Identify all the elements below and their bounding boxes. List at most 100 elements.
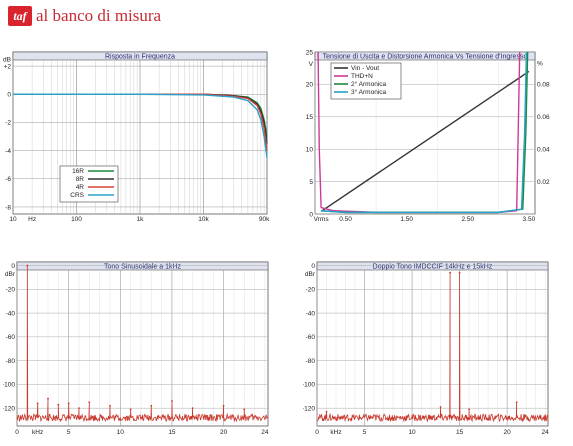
y-tick-label: -100 xyxy=(3,382,15,389)
y-tick-label: -2 xyxy=(5,120,11,127)
legend-label: 16R xyxy=(72,168,84,175)
y-tick-label: -8 xyxy=(5,204,11,211)
spectrum-peak-point xyxy=(36,402,39,405)
spectrum-series-line xyxy=(316,272,549,423)
legend-label: 3° Armonica xyxy=(351,88,387,96)
spectrum-peak-point xyxy=(26,264,29,267)
y-tick-label: -4 xyxy=(5,148,11,155)
spectrum-peak-point xyxy=(109,404,111,407)
series-line-vin-vout xyxy=(320,70,530,212)
series-line-crs xyxy=(13,93,268,158)
x-tick-label: 1k xyxy=(137,216,145,223)
y2-tick-label: 0.06 xyxy=(537,114,550,121)
section-title: al banco di misura xyxy=(36,6,162,25)
legend-box xyxy=(330,62,402,100)
spectrum-peak-point xyxy=(222,404,225,407)
x-tick-label: 0 xyxy=(315,429,319,436)
spectrum-peak-point xyxy=(47,397,49,400)
legend-label: CRS xyxy=(70,192,84,199)
plot-area xyxy=(316,261,549,427)
spectrum-series-line xyxy=(16,265,269,423)
x-tick-label: 15 xyxy=(168,429,176,436)
legend-label: 2° Armonica xyxy=(351,80,387,88)
series-line-3-armonica xyxy=(321,51,528,214)
chart-title: Tono Sinusoidale a 1kHz xyxy=(104,263,182,270)
legend-label: THD+N xyxy=(351,73,373,80)
y-tick-label: dBr xyxy=(5,271,16,278)
title-bar xyxy=(316,261,549,271)
spectrum-peak-point xyxy=(171,400,173,402)
x-tick-label: 15 xyxy=(456,429,464,436)
x-tick-label: 10 xyxy=(9,216,17,223)
spectrum-peak-point xyxy=(515,401,518,404)
y-tick-label: dBr xyxy=(305,271,316,278)
x-tick-label: 20 xyxy=(220,429,228,436)
legend-box xyxy=(59,165,119,203)
y-tick-label: -20 xyxy=(6,287,16,294)
y-tick-label: 5 xyxy=(309,179,313,186)
title-bar xyxy=(16,261,269,271)
legend-label: Vin - Vout xyxy=(351,65,379,72)
y2-tick-label: 0.08 xyxy=(537,82,550,89)
spectrum-peak-point xyxy=(191,407,194,410)
x-tick-label: 3.50 xyxy=(523,216,536,223)
spectrum-peak-point xyxy=(129,408,132,411)
spectrum-peak-point xyxy=(67,402,70,405)
x-tick-label: Hz xyxy=(28,216,36,223)
y-tick-label: dB xyxy=(3,56,11,63)
x-tick-label: 1.50 xyxy=(400,216,413,223)
spectrum-peak-point xyxy=(57,403,60,406)
x-tick-label: 24 xyxy=(261,429,269,436)
x-tick-label: 10 xyxy=(408,429,416,436)
y-tick-label: -100 xyxy=(303,382,315,389)
x-tick-label: 0 xyxy=(15,429,19,436)
frequency-response-chart: Risposta in Frequenza 10 Hz 100 1k 10k 90k dB+2… xyxy=(3,51,270,223)
y-tick-label: 10 xyxy=(306,147,314,154)
y-tick-label: -20 xyxy=(306,287,316,294)
taf-logo: taf xyxy=(8,6,32,26)
y-tick-label: 0 xyxy=(309,211,313,218)
y-tick-label: -6 xyxy=(5,176,11,183)
grid xyxy=(16,265,268,426)
legend-label: 4R xyxy=(76,184,85,191)
x-tick-label: 5 xyxy=(67,429,71,436)
y-tick-label: -40 xyxy=(306,310,316,317)
y-tick-label: +2 xyxy=(4,63,12,70)
x-tick-label: Vrms xyxy=(314,216,330,223)
y-tick-label: -40 xyxy=(6,310,16,317)
y2-tick-label: % xyxy=(537,61,543,68)
y-tick-label: -60 xyxy=(6,334,16,341)
y-tick-label: 0 xyxy=(311,263,315,270)
y2-tick-label: 0.04 xyxy=(537,147,550,154)
spectrum-peak-point xyxy=(439,406,442,408)
y-tick-label: -60 xyxy=(306,334,316,341)
y-tick-label: 20 xyxy=(306,82,314,89)
x-tick-label: 20 xyxy=(504,429,512,436)
y-tick-label: -120 xyxy=(3,405,15,412)
spectrum-peak-point xyxy=(325,410,328,413)
y2-tick-label: 0.02 xyxy=(537,179,550,186)
spectrum-peak-point xyxy=(78,407,80,410)
y-tick-label: V xyxy=(309,61,314,68)
spectrum-peak-point xyxy=(458,271,461,274)
y-tick-label: 0 xyxy=(7,92,11,99)
chart-title: Doppio Tono IMDCCIF 14kHz e 15kHz xyxy=(373,263,493,270)
plot-area xyxy=(16,261,269,427)
y-tick-label: 15 xyxy=(306,114,314,121)
x-tick-label: 10k xyxy=(198,216,209,223)
x-tick-label: 2.50 xyxy=(461,216,474,223)
x-tick-label: 24 xyxy=(542,429,550,436)
spectrum-peak-point xyxy=(449,271,451,274)
page-header: taf al banco di misura xyxy=(8,6,308,28)
spectrum-peak-point xyxy=(468,408,470,411)
thd-vs-input-chart: Tensione di Uscita e Distorsione Armonic… xyxy=(306,49,550,223)
spectrum-peak-point xyxy=(243,408,246,411)
legend-label: 8R xyxy=(76,176,85,183)
y-tick-label: 25 xyxy=(306,49,314,56)
imd-dual-tone-spectrum-chart: Doppio Tono IMDCCIF 14kHz e 15kHz 0 kHz 5 10… xyxy=(303,261,550,436)
x-tick-label: 90k xyxy=(259,216,270,223)
x-tick-label: 100 xyxy=(71,216,82,223)
